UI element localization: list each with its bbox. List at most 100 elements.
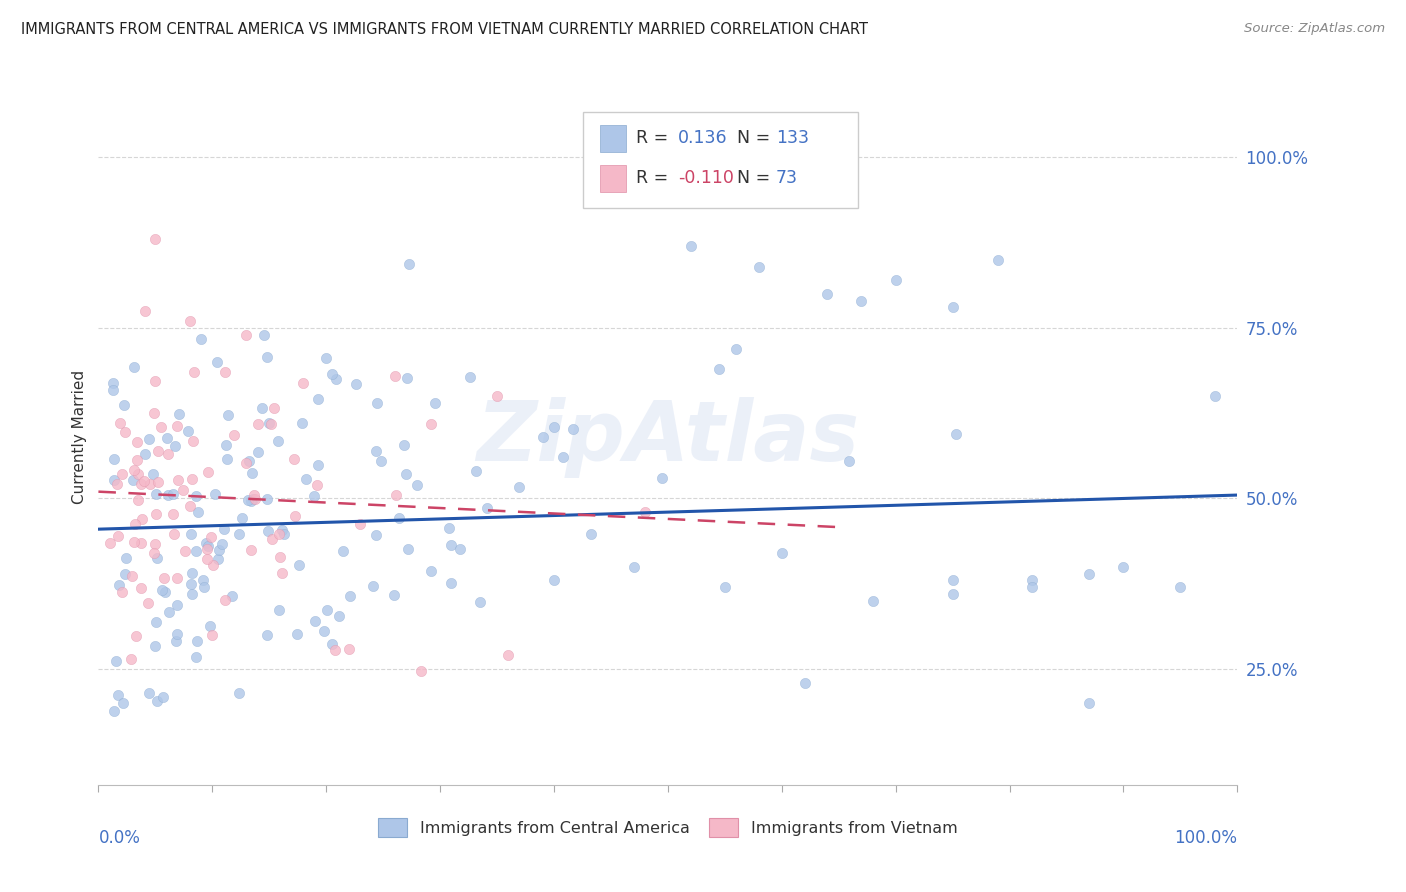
Point — [1021, 574, 1043, 588]
Point — [270, 523, 292, 537]
Point — [315, 351, 337, 365]
Point — [838, 454, 860, 468]
Point — [104, 654, 127, 668]
Point — [439, 521, 461, 535]
Point — [157, 488, 180, 502]
Point — [406, 477, 429, 491]
Point — [193, 580, 215, 594]
Point — [166, 419, 188, 434]
Point — [714, 580, 737, 594]
Point — [263, 401, 285, 415]
Point — [423, 396, 446, 410]
Point — [132, 474, 155, 488]
Point — [623, 559, 645, 574]
Point — [651, 471, 673, 485]
Point — [143, 374, 166, 388]
Text: 73: 73 — [776, 169, 799, 187]
Point — [145, 615, 167, 630]
Point — [138, 432, 160, 446]
Point — [110, 416, 132, 430]
Point — [217, 408, 239, 422]
Point — [138, 685, 160, 699]
Point — [142, 467, 165, 481]
Point — [269, 603, 291, 617]
Point — [124, 534, 146, 549]
Point — [145, 232, 167, 246]
Point — [122, 359, 145, 374]
Point — [246, 445, 269, 459]
Point — [146, 551, 169, 566]
Text: R =: R = — [636, 129, 673, 147]
Point — [942, 574, 965, 588]
Point — [748, 260, 770, 274]
Point — [349, 517, 371, 532]
Point — [179, 500, 201, 514]
Point — [235, 456, 257, 470]
Point — [1078, 696, 1101, 710]
Point — [231, 511, 253, 525]
Point — [283, 451, 305, 466]
Point — [475, 500, 498, 515]
Point — [111, 696, 134, 710]
Point — [339, 589, 361, 603]
Text: IMMIGRANTS FROM CENTRAL AMERICA VS IMMIGRANTS FROM VIETNAM CURRENTLY MARRIED COR: IMMIGRANTS FROM CENTRAL AMERICA VS IMMIG… — [21, 22, 868, 37]
Point — [419, 564, 441, 578]
Text: N =: N = — [737, 169, 776, 187]
Point — [1204, 389, 1226, 403]
Point — [325, 372, 347, 386]
Point — [468, 595, 491, 609]
Text: R =: R = — [636, 169, 673, 187]
Point — [163, 439, 186, 453]
Point — [153, 585, 176, 599]
Point — [127, 493, 149, 508]
Point — [449, 541, 471, 556]
Point — [815, 286, 838, 301]
Point — [288, 558, 311, 573]
Point — [134, 304, 156, 318]
Point — [207, 355, 229, 369]
Point — [398, 257, 420, 271]
Point — [204, 487, 226, 501]
Text: -0.110: -0.110 — [678, 169, 734, 187]
Point — [543, 420, 565, 434]
Point — [259, 416, 281, 430]
Point — [121, 569, 143, 583]
Point — [634, 505, 657, 519]
Point — [214, 365, 236, 379]
Point — [107, 529, 129, 543]
Point — [344, 376, 367, 391]
Point — [508, 479, 530, 493]
Point — [287, 627, 309, 641]
Point — [153, 571, 176, 585]
Point — [103, 376, 125, 390]
Point — [273, 527, 295, 541]
Point — [382, 588, 405, 602]
Point — [498, 648, 520, 663]
Point — [384, 368, 406, 383]
Point — [239, 494, 262, 508]
Point — [246, 417, 269, 431]
Point — [409, 664, 432, 678]
Point — [228, 526, 250, 541]
Point — [370, 453, 392, 467]
Point — [321, 367, 343, 381]
Point — [384, 488, 406, 502]
Point — [157, 605, 180, 619]
Text: 0.136: 0.136 — [678, 129, 727, 147]
Point — [184, 489, 207, 503]
Point — [531, 430, 554, 444]
Point — [579, 526, 602, 541]
Point — [174, 544, 197, 558]
Text: 133: 133 — [776, 129, 808, 147]
Point — [243, 488, 266, 502]
Point — [103, 473, 125, 487]
Point — [394, 438, 416, 452]
Point — [464, 464, 486, 478]
Point — [770, 546, 793, 560]
Text: N =: N = — [737, 129, 776, 147]
Point — [851, 293, 873, 308]
Point — [127, 467, 149, 481]
Point — [143, 546, 166, 560]
Point — [793, 675, 815, 690]
Point — [987, 252, 1010, 267]
